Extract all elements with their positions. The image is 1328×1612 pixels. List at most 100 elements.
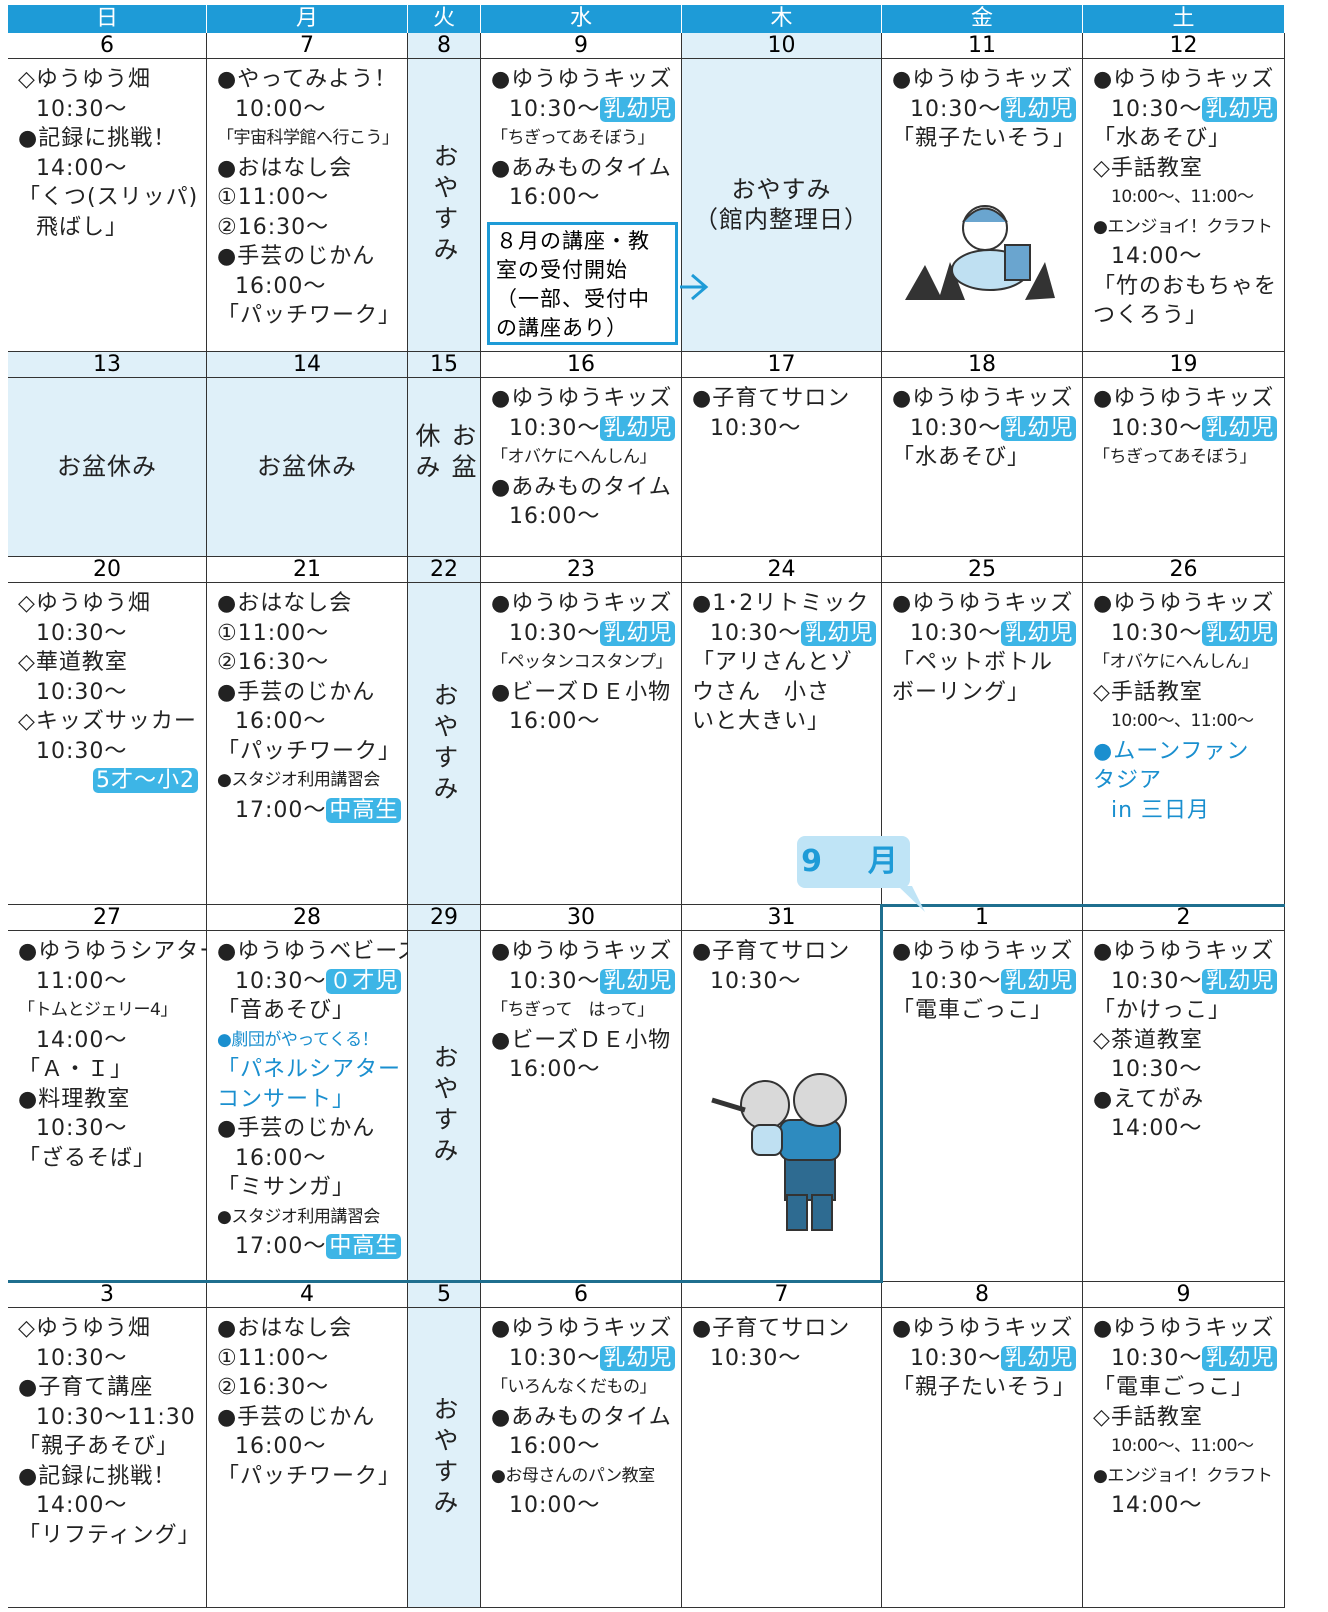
event-line: ●子育て講座 <box>18 1375 154 1400</box>
event-text: in 三日月 <box>1111 797 1211 823</box>
event-line: 10:00～ <box>235 96 327 122</box>
age-badge: 乳幼児 <box>600 968 676 994</box>
event-line: ②16:30～ <box>217 650 330 675</box>
event-line: 10:30～ ０才児 <box>207 967 407 997</box>
event-line: 16:00～ <box>235 273 327 299</box>
event-text: 「トムとジェリー4」 <box>18 1000 177 1020</box>
september-border <box>882 904 1285 907</box>
event-text: 10:00～、11:00～ <box>1111 187 1254 207</box>
date-number: 31 <box>682 905 882 931</box>
event-line: ●ゆうゆうベビーズ <box>217 939 421 964</box>
event-text: 10:30～ <box>910 96 1002 122</box>
event-line: 10:30～ 乳幼児 <box>1083 1344 1284 1374</box>
age-badge: 乳幼児 <box>600 620 676 646</box>
event-line: 「水あそび」 <box>892 445 1031 470</box>
event-text: 「オバケにへんしん」 <box>491 447 657 467</box>
event-line: ●おはなし会 <box>217 591 353 616</box>
event-line: ◇ゆうゆう畑 <box>18 67 151 92</box>
event-line: 16:00～ <box>509 1434 601 1459</box>
event-text: 10:30～ <box>1111 1345 1203 1371</box>
event-line: 10:30～ <box>710 968 802 994</box>
day-cell: ●ゆうゆうキッズ 10:30～ 乳幼児 「水あそび」 <box>882 378 1083 557</box>
event-line: 10:30～ <box>36 679 128 705</box>
date-number: 4 <box>207 1282 408 1308</box>
event-text: 「パネルシアター <box>217 1057 402 1082</box>
event-line: 16:00～ <box>235 709 327 734</box>
event-line: 「ちぎって はって」 <box>481 996 681 1026</box>
event-line: 10:30～ <box>36 1116 128 1141</box>
event-line: 「宇宙科学館へ行こう」 <box>207 124 407 154</box>
event-line: ●ビーズＤＥ小物 <box>491 679 672 705</box>
event-line: ウさん 小さ <box>692 679 831 705</box>
event-line: ●ゆうゆうキッズ <box>1093 386 1275 411</box>
age-badge: 乳幼児 <box>1001 1345 1077 1371</box>
event-line: 「パッチワーク」 <box>217 303 402 328</box>
event-line: 10:30～ <box>710 1345 802 1371</box>
event-line: ●料理教室 <box>18 1086 131 1112</box>
date-number: 8 <box>882 1282 1083 1308</box>
event-text: 10:30～ <box>1111 620 1203 646</box>
event-text: 「オバケにへんしん」 <box>1093 652 1259 672</box>
day-cell: おやすみ <box>408 59 481 352</box>
event-line: 「リフティング」 <box>18 1522 201 1548</box>
event-line: 飛ばし」 <box>36 214 129 240</box>
day-cell: お盆休み <box>408 378 481 557</box>
event-line: 17:00～ 中高生 <box>207 796 407 826</box>
event-line: 10:30～ 乳幼児 <box>481 414 681 444</box>
date-number: 6 <box>8 33 207 59</box>
event-line: ●ゆうゆうキッズ <box>892 1316 1074 1341</box>
notice-box: ８月の講座・教 室の受付開始 （一部、受付中 の講座あり） <box>487 222 678 345</box>
day-cell: ●ゆうゆうキッズ 10:30～ 乳幼児 「ペットボトル ボーリング」 <box>882 583 1083 905</box>
date-number: 23 <box>481 557 682 583</box>
event-line: （館内整理日） <box>694 205 869 233</box>
event-line: お盆休み <box>57 452 157 481</box>
day-cell: ●ゆうゆうキッズ 10:30～ 乳幼児 「電車ごっこ」 <box>882 931 1083 1282</box>
event-line: 10:30～ 乳幼児 <box>481 1344 681 1374</box>
event-line: 「ペットボトル <box>892 650 1054 675</box>
age-badge: ０才児 <box>326 968 402 994</box>
event-line: おやすみ <box>430 143 459 267</box>
event-line: ②16:30～ <box>217 1375 330 1400</box>
date-number: 25 <box>882 557 1083 583</box>
age-badge: 乳幼児 <box>1001 968 1077 994</box>
event-line: 「いろんなくだもの」 <box>481 1373 681 1403</box>
event-line: ●ゆうゆうキッズ <box>491 67 673 92</box>
day-cell: ●ゆうゆうキッズ 10:30～ 乳幼児 「オバケにへんしん」 ◇手話教室 10:00～、1… <box>1083 583 1285 905</box>
date-number: 27 <box>8 905 207 931</box>
event-line: 10:30～11:30 <box>36 1404 196 1430</box>
event-line: ②16:30～ <box>217 214 330 240</box>
age-badge: 乳幼児 <box>1202 1345 1278 1371</box>
event-line: ◇キッズサッカー <box>18 709 197 734</box>
event-line: 「パッチワーク」 <box>217 1463 402 1489</box>
age-badge: 乳幼児 <box>1001 96 1077 122</box>
event-line: 10:30～ 乳幼児 <box>882 414 1082 444</box>
day-cell: ●子育てサロン 10:30～ <box>682 1308 882 1608</box>
event-line: 「親子たいそう」 <box>892 126 1077 151</box>
weekday-header: 水 <box>481 5 682 33</box>
event-line: ●えてがみ <box>1093 1086 1205 1112</box>
event-line: ボーリング」 <box>892 679 1031 705</box>
event-line: ●手芸のじかん <box>217 244 376 269</box>
closed-label: おやすみ （館内整理日） <box>682 176 881 235</box>
event-text: 「ちぎって はって」 <box>491 1000 654 1020</box>
event-line: 「ペッタンコスタンプ」 <box>481 648 681 678</box>
date-number: 13 <box>8 352 207 378</box>
event-line: 10:30～ <box>36 96 128 122</box>
notice-line: ８月の講座・教 <box>496 229 650 253</box>
event-line: 10:30～ 乳幼児 <box>882 95 1082 125</box>
closed-vertical: おやすみ <box>426 143 462 267</box>
event-line: ●あみものタイム <box>491 155 672 181</box>
event-line: 10:00～、11:00～ <box>1083 707 1284 737</box>
date-number: 19 <box>1083 352 1285 378</box>
event-text: 10:30～ <box>509 96 601 122</box>
event-line: 「アリさんとゾ <box>692 650 854 675</box>
date-number: 9 <box>1083 1282 1285 1308</box>
event-line: ●ムーンファン <box>1083 737 1284 767</box>
event-line: 「かけっこ」 <box>1093 998 1232 1023</box>
event-line: ●スタジオ利用講習会 <box>207 1203 407 1233</box>
event-line: ◇ゆうゆう畑 <box>18 1316 151 1341</box>
event-text: コンサート」 <box>217 1086 356 1112</box>
event-line: 10:30～ 乳幼児 <box>481 619 681 649</box>
day-cell: ●ゆうゆうキッズ 10:30～ 乳幼児 「親子たいそう」 <box>882 59 1083 352</box>
